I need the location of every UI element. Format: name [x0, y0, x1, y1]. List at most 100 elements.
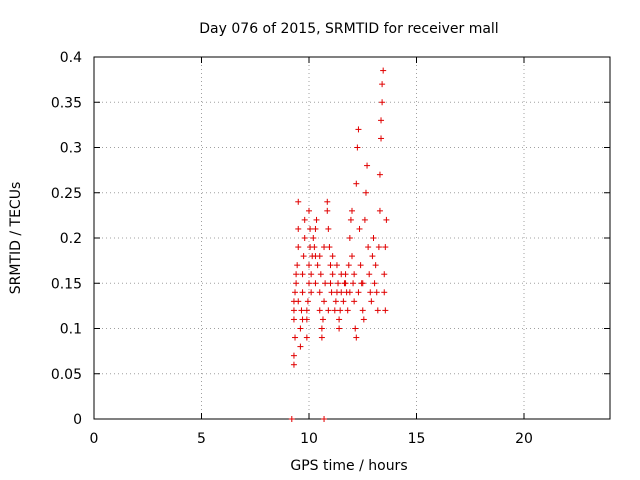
- data-point: [336, 325, 343, 332]
- data-point: [351, 298, 358, 305]
- data-point: [361, 216, 368, 223]
- data-point: [329, 253, 336, 260]
- data-point: [351, 271, 358, 278]
- data-point: [376, 207, 383, 214]
- data-point: [360, 316, 367, 323]
- y-tick-label: 0.2: [60, 231, 82, 247]
- data-point: [346, 235, 353, 241]
- data-point: [359, 280, 366, 287]
- data-point: [314, 262, 321, 269]
- data-point: [346, 289, 353, 296]
- data-point: [338, 271, 345, 278]
- data-point: [380, 67, 387, 74]
- data-point: [318, 325, 325, 332]
- data-point: [321, 244, 328, 251]
- grid-lines: [94, 57, 610, 419]
- data-point: [292, 289, 299, 296]
- data-point: [372, 262, 379, 269]
- data-point: [331, 307, 338, 314]
- x-tick-label: 5: [197, 431, 206, 447]
- y-tick-label: 0.15: [51, 276, 82, 292]
- data-point: [368, 298, 375, 305]
- data-point: [383, 216, 390, 223]
- data-point: [297, 343, 304, 350]
- data-point: [375, 244, 382, 251]
- data-point: [379, 81, 386, 88]
- y-tick-label: 0.25: [51, 186, 82, 202]
- data-point: [327, 280, 334, 287]
- x-axis: 0 5 10 15 20: [90, 57, 533, 447]
- data-point: [290, 352, 297, 359]
- data-point: [349, 207, 355, 214]
- data-point: [329, 271, 336, 278]
- data-point: [303, 307, 310, 314]
- data-point: [342, 280, 349, 287]
- x-tick-label: 0: [90, 431, 99, 447]
- data-point: [378, 117, 385, 124]
- data-point: [294, 262, 301, 269]
- data-point: [304, 298, 311, 305]
- data-point: [319, 316, 326, 323]
- data-point: [317, 271, 324, 278]
- data-point: [381, 271, 388, 278]
- data-point: [381, 289, 388, 296]
- data-point: [345, 262, 352, 269]
- data-point: [367, 289, 374, 296]
- data-point: [321, 298, 328, 305]
- data-point: [325, 307, 332, 314]
- data-point: [337, 307, 344, 314]
- data-point: [374, 307, 381, 314]
- data-point: [306, 207, 312, 214]
- data-point: [316, 289, 323, 296]
- data-point: [308, 271, 315, 278]
- data-point: [306, 280, 312, 287]
- data-point: [312, 225, 319, 232]
- data-point: [354, 144, 361, 151]
- data-point: [369, 253, 376, 260]
- x-tick-label: 15: [408, 431, 426, 447]
- y-tick-label: 0: [73, 412, 82, 428]
- data-point: [318, 334, 325, 341]
- data-point: [382, 244, 389, 251]
- data-point: [344, 307, 351, 314]
- data-point: [359, 307, 366, 314]
- y-tick-label: 0.35: [51, 95, 82, 111]
- data-point: [365, 244, 372, 251]
- data-point: [322, 280, 329, 287]
- data-point: [295, 298, 302, 305]
- data-point: [295, 198, 302, 205]
- data-point: [297, 325, 304, 332]
- data-point: [355, 289, 362, 296]
- data-point: [352, 325, 359, 332]
- data-point: [310, 235, 317, 241]
- data-point: [299, 271, 306, 278]
- data-point: [353, 180, 360, 187]
- chart-title: Day 076 of 2015, SRMTID for receiver mal…: [199, 21, 498, 37]
- data-point: [333, 262, 340, 269]
- data-point: [373, 289, 380, 296]
- data-point: [362, 189, 369, 196]
- data-point: [371, 280, 378, 287]
- data-point: [366, 271, 373, 278]
- data-point: [290, 361, 297, 368]
- data-point: [356, 225, 363, 232]
- x-tick-label: 10: [300, 431, 318, 447]
- data-point: [290, 307, 297, 314]
- data-point: [336, 316, 343, 323]
- data-point: [376, 171, 383, 178]
- data-point: [295, 225, 302, 232]
- data-point: [349, 253, 355, 260]
- data-point: [292, 334, 299, 341]
- data-point: [340, 298, 347, 305]
- data-point: [293, 280, 300, 287]
- data-point: [299, 316, 306, 323]
- data-point: [357, 262, 364, 269]
- x-axis-label: GPS time / hours: [290, 458, 407, 474]
- data-point: [324, 207, 331, 214]
- data-point: [382, 307, 389, 314]
- data-point: [364, 162, 371, 169]
- data-point: [355, 126, 362, 133]
- data-point: [316, 307, 323, 314]
- data-point: [379, 99, 386, 106]
